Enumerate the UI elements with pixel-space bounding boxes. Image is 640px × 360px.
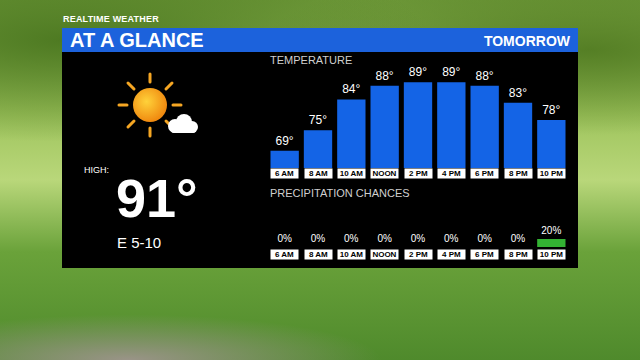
svg-text:4 PM: 4 PM: [442, 169, 461, 178]
svg-text:2 PM: 2 PM: [409, 250, 428, 259]
svg-text:0%: 0%: [444, 233, 459, 244]
svg-text:NOON: NOON: [372, 250, 396, 259]
svg-text:8 AM: 8 AM: [309, 250, 328, 259]
html-text:HIGH:: HIGH:: [84, 165, 109, 175]
html-text:91°: 91°: [116, 168, 198, 228]
svg-text:8 AM: 8 AM: [309, 169, 328, 178]
svg-text:10 PM: 10 PM: [540, 250, 563, 259]
svg-text:20%: 20%: [541, 225, 561, 236]
svg-text:6 AM: 6 AM: [275, 169, 294, 178]
svg-text:0%: 0%: [511, 233, 526, 244]
svg-text:0%: 0%: [311, 233, 326, 244]
svg-text:6 AM: 6 AM: [275, 250, 294, 259]
svg-text:6 PM: 6 PM: [475, 169, 494, 178]
svg-text:2 PM: 2 PM: [409, 169, 428, 178]
svg-text:10 AM: 10 AM: [340, 250, 364, 259]
svg-text:TEMPERATURE: TEMPERATURE: [270, 54, 352, 66]
svg-text:84°: 84°: [342, 82, 360, 96]
svg-text:75°: 75°: [309, 113, 327, 127]
html-text:AT A GLANCE: AT A GLANCE: [70, 29, 204, 51]
svg-text:0%: 0%: [411, 233, 426, 244]
svg-text:10 PM: 10 PM: [540, 169, 563, 178]
svg-text:6 PM: 6 PM: [475, 250, 494, 259]
svg-text:83°: 83°: [509, 86, 527, 100]
svg-text:8 PM: 8 PM: [509, 250, 528, 259]
svg-text:88°: 88°: [475, 69, 493, 83]
svg-text:89°: 89°: [442, 65, 460, 79]
svg-text:78°: 78°: [542, 103, 560, 117]
svg-text:88°: 88°: [375, 69, 393, 83]
html-text:REALTIME WEATHER: REALTIME WEATHER: [63, 14, 159, 24]
svg-text:0%: 0%: [477, 233, 492, 244]
html-text:E 5-10: E 5-10: [117, 234, 162, 251]
svg-text:4 PM: 4 PM: [442, 250, 461, 259]
html-text:TOMORROW: TOMORROW: [483, 33, 570, 49]
svg-text:NOON: NOON: [372, 169, 396, 178]
svg-text:0%: 0%: [377, 233, 392, 244]
svg-text:0%: 0%: [344, 233, 359, 244]
svg-text:PRECIPITATION CHANCES: PRECIPITATION CHANCES: [270, 187, 410, 199]
svg-text:8 PM: 8 PM: [509, 169, 528, 178]
svg-text:10 AM: 10 AM: [340, 169, 364, 178]
svg-text:0%: 0%: [277, 233, 292, 244]
svg-text:89°: 89°: [409, 65, 427, 79]
svg-text:69°: 69°: [275, 134, 293, 148]
